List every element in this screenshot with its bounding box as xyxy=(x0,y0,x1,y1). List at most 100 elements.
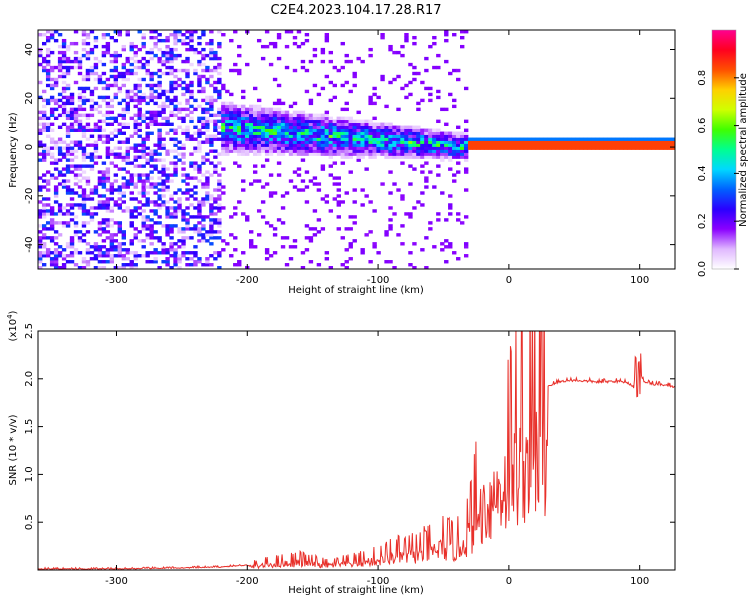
spectrogram-cell xyxy=(412,125,417,129)
spectrogram-cell xyxy=(117,251,123,255)
spectrogram-cell xyxy=(452,68,457,73)
spectrogram-cell xyxy=(396,146,401,150)
spectrogram-cell xyxy=(456,170,461,174)
spectrogram-cell xyxy=(161,200,166,204)
spectrogram-cell xyxy=(316,152,322,156)
spectrogram-cell xyxy=(193,161,198,165)
spectrogram-cell xyxy=(340,134,345,138)
spectrogram-cell xyxy=(292,119,298,124)
spectrogram-cell xyxy=(181,212,186,216)
spectrogram-cell xyxy=(332,137,337,141)
spectrogram-cell xyxy=(221,143,226,147)
spectrogram-cell xyxy=(161,248,166,252)
spectrogram-cell xyxy=(320,143,326,147)
spectrogram-cell xyxy=(352,146,357,150)
spectrogram-cell xyxy=(591,140,596,144)
spectrogram-cell xyxy=(49,140,55,144)
spectrogram-cell xyxy=(296,146,302,150)
spectrogram-cell xyxy=(89,152,95,156)
spectrogram-cell xyxy=(252,86,258,91)
spectrogram-cell xyxy=(424,134,429,138)
spectrogram-cell xyxy=(241,140,246,144)
spectrogram-cell xyxy=(320,122,326,126)
spectrogram-cell xyxy=(181,41,186,46)
spectrogram-cell xyxy=(81,206,87,210)
spectrogram-cell xyxy=(400,197,405,201)
spectrogram-cell xyxy=(252,116,258,121)
spectrogram-cell xyxy=(173,155,178,159)
spectrogram-cell xyxy=(38,257,43,261)
spectrogram-cell xyxy=(233,122,238,126)
spectrogram-cell xyxy=(93,242,99,246)
spectrogram-cell xyxy=(404,35,409,40)
spectrogram-cell xyxy=(320,137,326,141)
spectrogram-cell xyxy=(463,119,469,124)
spectrogram-cell xyxy=(217,161,222,165)
spectrogram-cell xyxy=(149,152,154,156)
spectrogram-cell xyxy=(61,107,67,112)
spectrogram-cell xyxy=(324,257,330,261)
spectrogram-cell xyxy=(169,86,174,91)
spectrogram-cell xyxy=(157,152,162,156)
spectrogram-xtick-label: -100 xyxy=(367,275,390,286)
spectrogram-cell xyxy=(229,68,234,73)
spectrogram-cell xyxy=(264,113,270,118)
spectrogram-cell xyxy=(97,134,103,138)
spectrogram-cell xyxy=(404,155,409,159)
spectrogram-cell xyxy=(376,134,381,138)
spectrogram-cell xyxy=(41,185,47,189)
spectrogram-cell xyxy=(209,101,214,106)
spectrogram-cell xyxy=(432,152,437,156)
spectrogram-cell xyxy=(69,158,75,162)
spectrogram-cell xyxy=(149,92,154,97)
spectrogram-cell xyxy=(69,122,75,126)
spectrogram-cell xyxy=(384,149,389,153)
spectrogram-cell xyxy=(352,143,357,147)
spectrogram-cell xyxy=(145,62,150,67)
spectrogram-cell xyxy=(193,50,198,55)
spectrogram-cell xyxy=(300,41,306,46)
spectrogram-cell xyxy=(229,125,234,129)
spectrogram-cell xyxy=(217,221,222,225)
spectrogram-cell xyxy=(543,146,548,150)
spectrogram-cell xyxy=(81,260,87,264)
spectrogram-cell xyxy=(316,122,322,126)
spectrogram-cell xyxy=(137,95,142,100)
spectrogram-cell xyxy=(316,131,322,135)
spectrogram-cell xyxy=(77,230,83,234)
spectrogram-cell xyxy=(256,110,262,115)
spectrogram-cell xyxy=(249,119,254,124)
spectrogram-cell xyxy=(157,170,162,174)
spectrogram-cell xyxy=(467,146,473,150)
spectrogram-cell xyxy=(185,206,190,210)
spectrogram-cell xyxy=(276,161,282,165)
spectrogram-cell xyxy=(125,30,130,34)
spectrogram-cell xyxy=(141,182,146,186)
snr-ytick-label: 1.0 xyxy=(24,466,35,482)
spectrogram-cell xyxy=(436,119,441,124)
spectrogram-cell xyxy=(340,146,345,150)
spectrogram-cell xyxy=(73,173,79,177)
spectrogram-cell xyxy=(153,221,158,225)
spectrogram-cell xyxy=(312,116,318,121)
spectrogram-cell xyxy=(89,65,95,70)
spectrogram-cell xyxy=(256,140,262,144)
spectrogram-cell xyxy=(268,143,274,147)
spectrogram-cell xyxy=(380,32,385,37)
spectrogram-cell xyxy=(217,182,222,186)
spectrogram-cell xyxy=(440,137,445,141)
spectrogram-cell xyxy=(328,131,334,135)
spectrogram-cell xyxy=(452,173,457,177)
spectrogram-cell xyxy=(241,107,246,112)
spectrogram-cell xyxy=(368,122,373,126)
spectrogram-cell xyxy=(45,251,51,255)
spectrogram-cell xyxy=(340,131,345,135)
spectrogram-cell xyxy=(105,251,111,255)
spectrogram-cell xyxy=(332,125,337,129)
spectrogram-cell xyxy=(392,146,397,150)
spectrogram-cell xyxy=(125,107,130,112)
spectrogram-cell xyxy=(412,128,417,132)
spectrogram-cell xyxy=(57,104,63,109)
spectrogram-cell xyxy=(388,149,393,153)
spectrogram-cell xyxy=(256,113,262,118)
